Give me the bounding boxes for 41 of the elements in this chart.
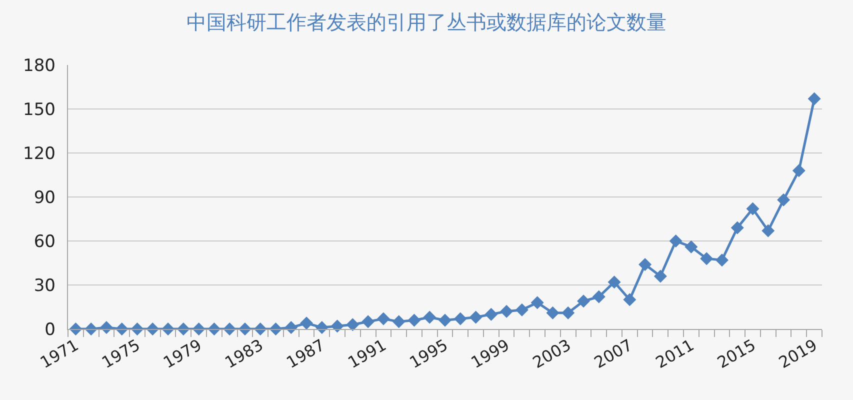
- point: [362, 315, 375, 328]
- point: [669, 234, 682, 248]
- point: [808, 92, 821, 106]
- point: [777, 193, 790, 206]
- point: [730, 221, 744, 234]
- point: [484, 308, 498, 321]
- point: [562, 306, 575, 320]
- point: [454, 312, 467, 326]
- point: [700, 252, 714, 266]
- point: [423, 310, 436, 324]
- y-tick-label: 180: [23, 56, 56, 76]
- chart-title: 中国科研工作者发表的引用了丛书或数据库的论文数量: [186, 10, 666, 34]
- point: [592, 290, 606, 304]
- y-tick-label: 150: [23, 100, 56, 120]
- point: [500, 304, 514, 318]
- point: [515, 303, 528, 316]
- point: [346, 318, 360, 332]
- point: [792, 164, 806, 178]
- point: [638, 258, 652, 271]
- point: [392, 315, 406, 328]
- point: [330, 320, 344, 333]
- point: [746, 202, 760, 216]
- y-tick-label: 30: [34, 276, 56, 296]
- y-tick-label: 60: [34, 232, 56, 252]
- point: [546, 306, 560, 320]
- point: [376, 312, 390, 326]
- point: [762, 224, 775, 238]
- y-tick-label: 90: [34, 188, 56, 208]
- point: [623, 293, 636, 306]
- point: [608, 276, 621, 289]
- point: [438, 314, 452, 327]
- point: [684, 240, 698, 254]
- point: [469, 310, 482, 324]
- point: [408, 314, 421, 327]
- point: [715, 254, 728, 267]
- point: [654, 270, 667, 283]
- point: [576, 294, 590, 308]
- y-tick-label: 120: [23, 144, 56, 164]
- y-tick-label: 0: [44, 320, 56, 340]
- point: [300, 316, 314, 330]
- point: [530, 296, 544, 310]
